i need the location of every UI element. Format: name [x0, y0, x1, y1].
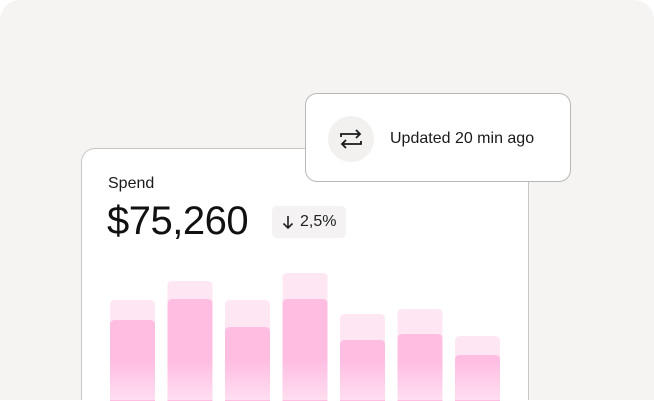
change-badge: 2,5%: [272, 206, 347, 238]
card-label: Spend: [108, 175, 155, 192]
spend-amount: $75,260: [107, 199, 249, 243]
change-value: 2,5%: [300, 213, 337, 230]
arrow-down-icon: [282, 216, 294, 230]
repeat-icon-wrap: [328, 116, 374, 162]
update-status-popover: Updated 20 min ago: [305, 93, 571, 182]
repeat-icon: [340, 129, 362, 149]
updated-text: Updated 20 min ago: [390, 130, 535, 147]
spend-card: Spend $75,260 2,5%: [81, 148, 529, 401]
chart-fade: [82, 360, 528, 400]
